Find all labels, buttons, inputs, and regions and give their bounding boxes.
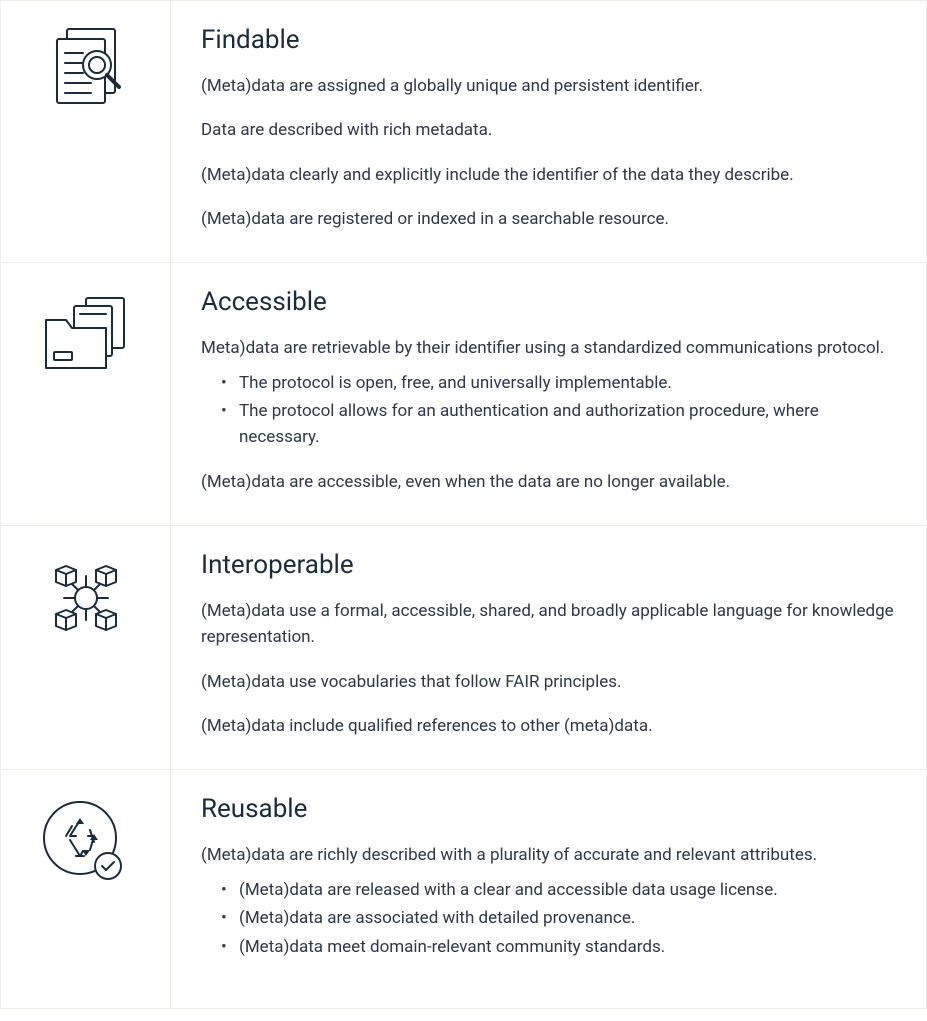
fair-row-reusable: Reusable (Meta)data are richly described…: [0, 770, 927, 1008]
principle-para: Meta)data are retrievable by their ident…: [201, 335, 896, 361]
sublist-item: (Meta)data meet domain-relevant communit…: [221, 934, 896, 960]
principle-para: (Meta)data clearly and explicitly includ…: [201, 162, 896, 188]
icon-cell: [1, 1, 171, 262]
network-cubes-icon: [36, 548, 136, 648]
sublist-item: The protocol is open, free, and universa…: [221, 370, 896, 396]
icon-cell: [1, 526, 171, 769]
content-cell: Reusable (Meta)data are richly described…: [171, 770, 926, 1007]
principle-para: (Meta)data are registered or indexed in …: [201, 206, 896, 232]
fair-principles-table: Findable (Meta)data are assigned a globa…: [0, 0, 927, 1009]
principle-para: (Meta)data are richly described with a p…: [201, 842, 896, 868]
principle-sublist: (Meta)data are released with a clear and…: [201, 877, 896, 960]
icon-cell: [1, 770, 171, 1007]
principle-para: (Meta)data use vocabularies that follow …: [201, 669, 896, 695]
principle-para: Data are described with rich metadata.: [201, 117, 896, 143]
fair-row-accessible: Accessible Meta)data are retrievable by …: [0, 263, 927, 526]
fair-row-findable: Findable (Meta)data are assigned a globa…: [0, 0, 927, 263]
fair-row-interoperable: Interoperable (Meta)data use a formal, a…: [0, 526, 927, 770]
principle-title: Interoperable: [201, 550, 896, 580]
principle-para: (Meta)data are assigned a globally uniqu…: [201, 73, 896, 99]
principle-title: Reusable: [201, 794, 896, 824]
sublist-item: The protocol allows for an authenticatio…: [221, 398, 896, 451]
icon-cell: [1, 263, 171, 525]
principle-sublist: The protocol is open, free, and universa…: [201, 370, 896, 451]
principle-para: (Meta)data are accessible, even when the…: [201, 469, 896, 495]
principle-title: Accessible: [201, 287, 896, 317]
content-cell: Accessible Meta)data are retrievable by …: [171, 263, 926, 525]
content-cell: Interoperable (Meta)data use a formal, a…: [171, 526, 926, 769]
content-cell: Findable (Meta)data are assigned a globa…: [171, 1, 926, 262]
principle-title: Findable: [201, 25, 896, 55]
folder-files-icon: [36, 285, 136, 385]
principle-para: (Meta)data include qualified references …: [201, 713, 896, 739]
document-search-icon: [36, 23, 136, 123]
sublist-item: (Meta)data are released with a clear and…: [221, 877, 896, 903]
sublist-item: (Meta)data are associated with detailed …: [221, 905, 896, 931]
principle-para: (Meta)data use a formal, accessible, sha…: [201, 598, 896, 651]
recycle-check-icon: [36, 792, 136, 892]
